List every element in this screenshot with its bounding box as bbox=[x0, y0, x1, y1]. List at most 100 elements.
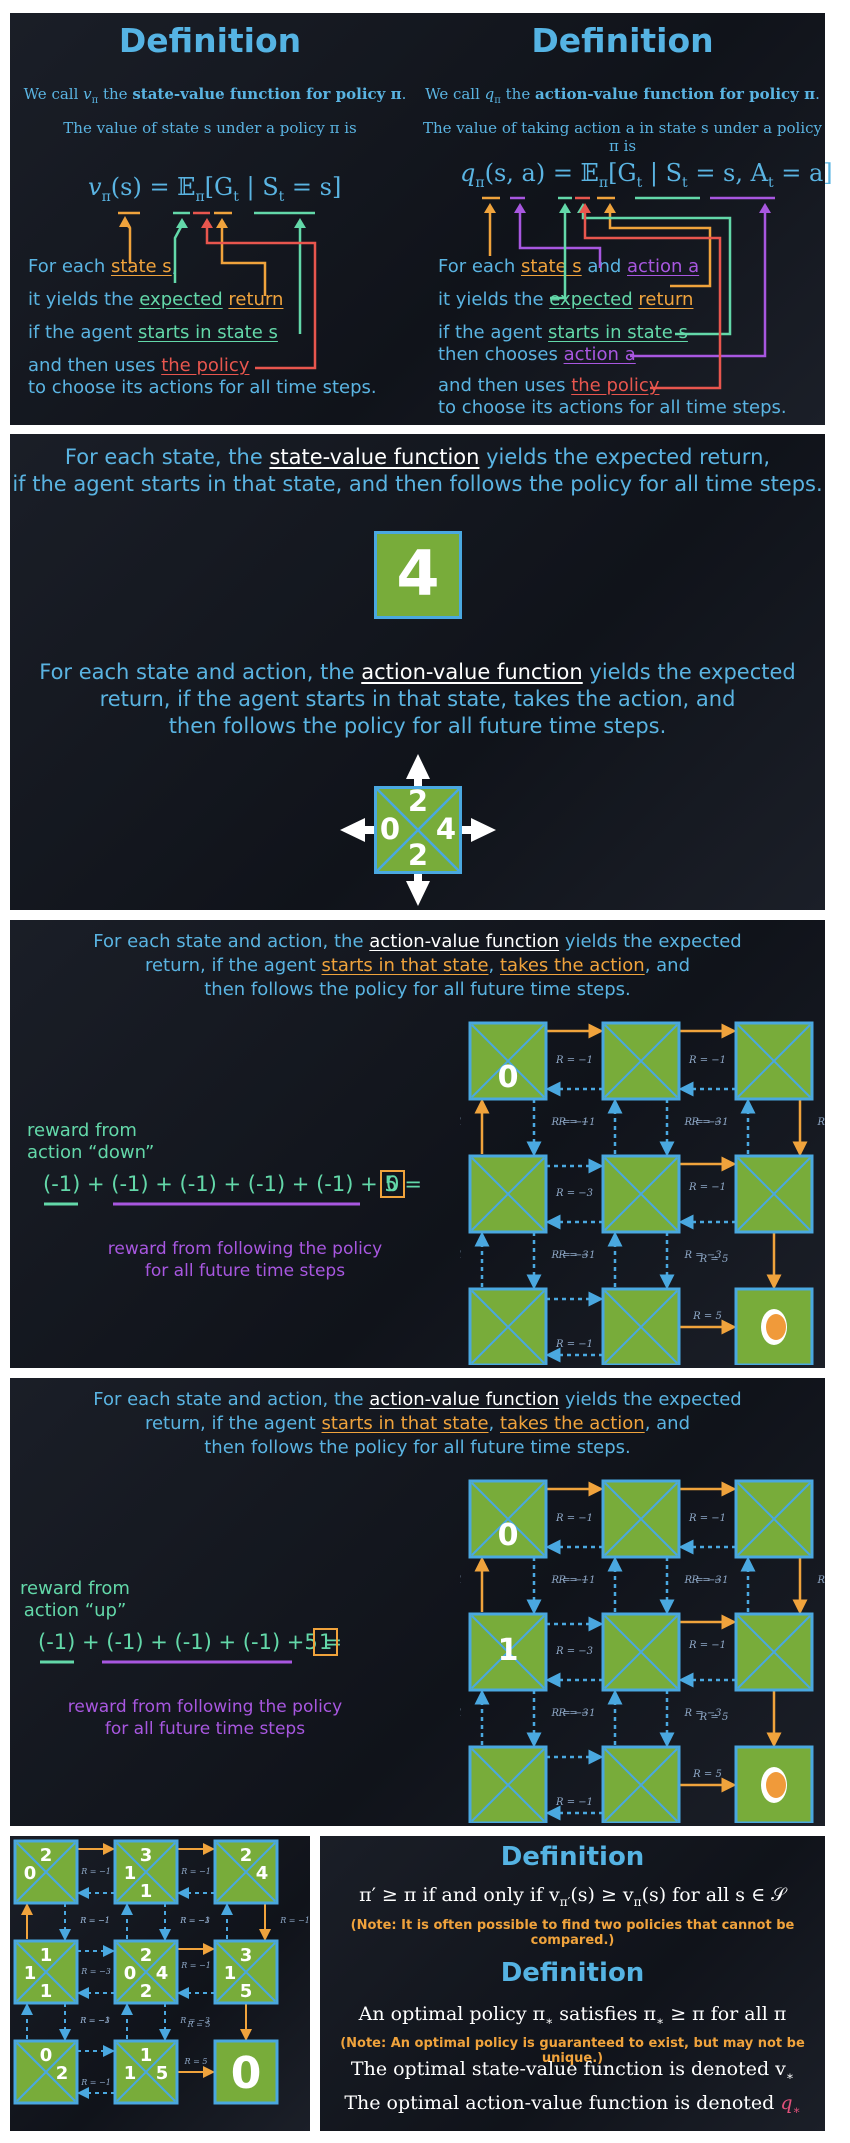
action-up-panel: For each state and action, the action-va… bbox=[10, 1378, 825, 1826]
cell-value: 1 bbox=[498, 1633, 519, 1668]
left-line-2: it yields the expected return bbox=[28, 289, 284, 310]
terminal-value: 0 bbox=[231, 2048, 262, 2099]
reward-label: R = 5 bbox=[184, 2057, 208, 2066]
cell-value: 0 bbox=[498, 1518, 519, 1553]
cell-diagonal bbox=[471, 1024, 545, 1098]
gridworld-svg: R = −1 R = −1 R = −3 R = −1 R = −1 R = 5 R = −… bbox=[13, 1839, 310, 2105]
action-value-equation: qπ(s, a) = 𝔼π[Gt | St = s, At = a] bbox=[460, 159, 833, 191]
cell-diagonal bbox=[471, 1482, 545, 1556]
right-line-2: it yields the expected return bbox=[438, 289, 694, 310]
reward-label: R = −3 bbox=[80, 1967, 111, 1976]
p4-result: 1 bbox=[313, 1628, 339, 1656]
reward-label: R = 5 bbox=[699, 1712, 729, 1723]
right-definition-heading: Definition bbox=[531, 21, 714, 60]
gridworld-svg: R = −1 R = −1 R = −3 R = −1 R = −1 R = 5 R = −… bbox=[460, 1021, 825, 1365]
cell-diagonal bbox=[216, 1942, 276, 2002]
q-left: 1 bbox=[24, 1963, 37, 1984]
p3-sum: (-1) + (-1) + (-1) + (-1) + (-1) + 5 = bbox=[43, 1172, 422, 1196]
reward-label: R = −3 bbox=[683, 1575, 721, 1586]
cell-diagonal bbox=[216, 1842, 276, 1902]
cell-diagonal bbox=[16, 1842, 76, 1902]
def2-note: (Note: An optimal policy is guaranteed t… bbox=[340, 2036, 805, 2066]
left-line-1: For each state s, bbox=[28, 256, 178, 277]
q-left: 0 bbox=[379, 812, 401, 846]
q-left: 1 bbox=[224, 1963, 237, 1984]
def1-note: (Note: It is often possible to find two … bbox=[350, 1918, 795, 1948]
reward-label: R = −1 bbox=[690, 1575, 728, 1586]
reward-label: R = −1 bbox=[180, 1961, 211, 1970]
value-intuition-panel: For each state, the state-value function… bbox=[10, 434, 825, 910]
reward-label: R = 5 bbox=[692, 1311, 722, 1322]
optimal-v-line: The optimal state-value function is deno… bbox=[350, 2058, 795, 2083]
cell-diagonal bbox=[116, 1842, 176, 1902]
reward-label: R = −3 bbox=[550, 1708, 588, 1719]
reward-label: R = −3 bbox=[555, 1188, 593, 1199]
q-right: 5 bbox=[156, 2063, 169, 2084]
q-left: 0 bbox=[124, 1963, 137, 1984]
q-down: 1 bbox=[40, 1981, 53, 2002]
state-value-caption: For each state, the state-value function… bbox=[12, 445, 823, 496]
reward-label: R = −1 bbox=[557, 1708, 595, 1719]
reward-label: R = −1 bbox=[460, 1575, 463, 1586]
reward-label: R = −1 bbox=[460, 1250, 463, 1261]
left-intro: We call vπ the state-value function for … bbox=[23, 85, 407, 106]
q-up: 2 bbox=[40, 1845, 53, 1866]
p4-follow-label: reward from following the policy for all … bbox=[67, 1697, 343, 1739]
q-up: 2 bbox=[407, 784, 429, 818]
q-up: 1 bbox=[140, 2045, 153, 2066]
cell-diagonal bbox=[604, 1748, 678, 1822]
definitions-panel: Definition We call vπ the state-value fu… bbox=[10, 13, 833, 425]
def1-heading: Definition bbox=[500, 1842, 645, 1872]
q-up: 0 bbox=[40, 2045, 53, 2066]
right-line-5: and then uses the policy bbox=[438, 375, 660, 396]
p4-reward-label: reward from action “up” bbox=[20, 1578, 130, 1621]
p3-result: 0 bbox=[380, 1170, 406, 1198]
reward-label: R = −1 bbox=[688, 1513, 726, 1524]
q-left: 0 bbox=[24, 1863, 37, 1884]
reward-label: R = −1 bbox=[80, 2078, 111, 2087]
p5-gridworld: R = −1 R = −1 R = −3 R = −1 R = −1 R = 5 R = −… bbox=[10, 1836, 310, 2131]
cell-diagonal bbox=[471, 1157, 545, 1231]
state-value-equation: vπ(s) = 𝔼π[Gt | St = s] bbox=[88, 173, 342, 205]
grid-cell bbox=[213, 2039, 279, 2105]
reward-label: R = −3 bbox=[683, 1117, 721, 1128]
action-value-cell-diagonals bbox=[340, 754, 496, 906]
reward-label: R = −1 bbox=[555, 1055, 593, 1066]
reward-label: R = −1 bbox=[688, 1055, 726, 1066]
q-down: 2 bbox=[140, 1981, 153, 2002]
terminal-dot bbox=[766, 1314, 786, 1340]
cell-diagonal bbox=[16, 2042, 76, 2102]
p3-gridworld: R = −1 R = −1 R = −3 R = −1 R = −1 R = 5 R = −… bbox=[460, 1015, 825, 1365]
q-up: 3 bbox=[240, 1945, 253, 1966]
reward-label: R = −3 bbox=[550, 1250, 588, 1261]
reward-label: R = −1 bbox=[79, 1916, 110, 1925]
equation-connector-lines bbox=[118, 196, 775, 390]
cell-diagonal bbox=[471, 1748, 545, 1822]
cell-diagonal bbox=[604, 1615, 678, 1689]
terminal-dot bbox=[766, 1772, 786, 1798]
reward-label: R = 5 bbox=[187, 2020, 211, 2029]
left-line-4: and then uses the policy bbox=[28, 355, 250, 376]
p3-follow-label: reward from following the policy for all … bbox=[107, 1239, 383, 1281]
q-up: 3 bbox=[140, 1845, 153, 1866]
state-value: 4 bbox=[396, 537, 440, 610]
reward-label: R = −1 bbox=[179, 1916, 210, 1925]
cell-diagonal bbox=[16, 1942, 76, 2002]
left-line-5: to choose its actions for all time steps… bbox=[28, 377, 377, 398]
q-down: 1 bbox=[140, 1881, 153, 1902]
cell-diagonal bbox=[471, 1615, 545, 1689]
right-line-4: then chooses action a bbox=[438, 344, 636, 365]
gridworld-svg: R = −1 R = −1R = −3R = −1R = −1R = 5R = −… bbox=[460, 1479, 825, 1823]
q-up: 2 bbox=[240, 1845, 253, 1866]
reward-label: R = −1 bbox=[816, 1117, 825, 1128]
left-line-3: if the agent starts in state s bbox=[28, 322, 278, 343]
q-up: 1 bbox=[40, 1945, 53, 1966]
left-definition-heading: Definition bbox=[118, 21, 302, 60]
reward-label: R = −1 bbox=[550, 1575, 588, 1586]
reward-label: R = −1 bbox=[557, 1575, 595, 1586]
action-down-panel: For each state and action, the action-va… bbox=[10, 920, 825, 1368]
reward-label: R = −1 bbox=[555, 1797, 593, 1808]
optimality-definitions-panel: Definition π′ ≥ π if and only if vπ′(s) … bbox=[320, 1836, 825, 2131]
reward-label: R = −1 bbox=[79, 2016, 110, 2025]
q-left: 1 bbox=[124, 2063, 137, 2084]
